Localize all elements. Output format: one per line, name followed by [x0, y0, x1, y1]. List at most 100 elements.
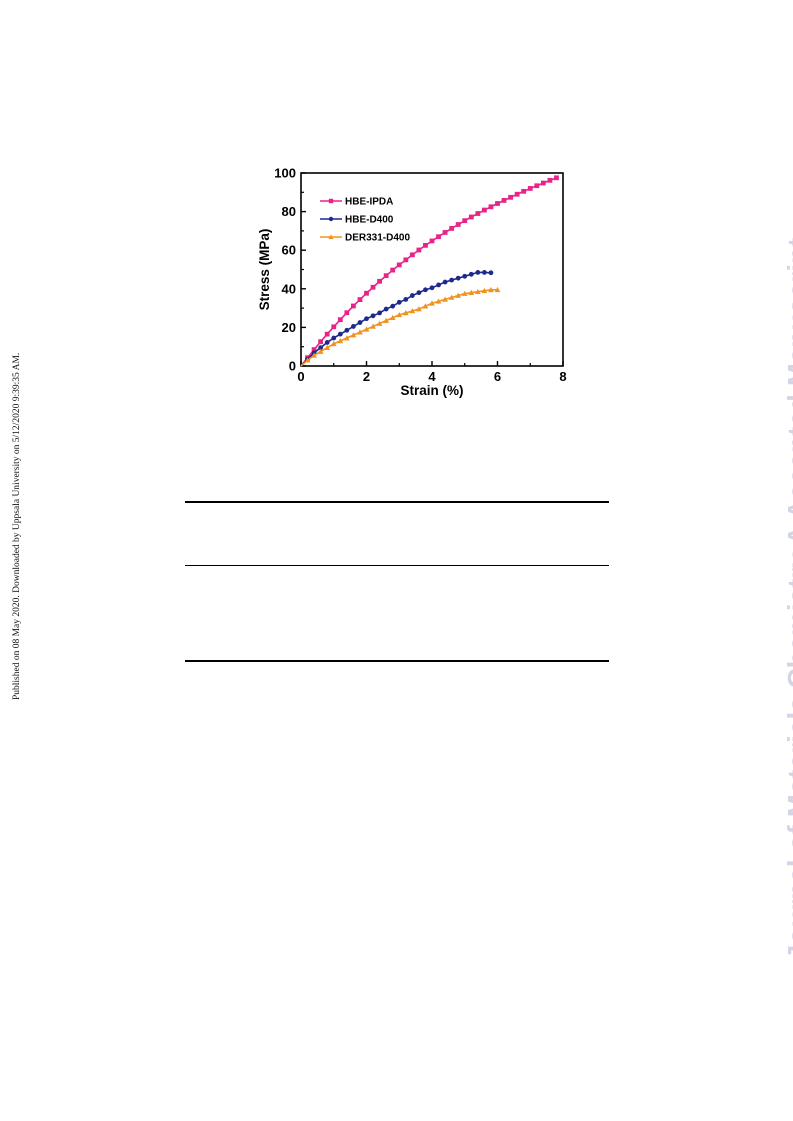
x-axis-title: Strain (%) — [400, 383, 463, 398]
x-tick-label: 0 — [297, 369, 304, 384]
data-point-0 — [488, 204, 494, 210]
data-point-0 — [547, 177, 553, 183]
data-point-2 — [448, 294, 455, 300]
data-point-0 — [383, 273, 389, 279]
data-point-2 — [389, 314, 396, 321]
data-point-2 — [357, 329, 363, 335]
data-point-0 — [416, 247, 422, 253]
series-line-1 — [300, 271, 491, 367]
data-point-1 — [337, 331, 343, 337]
data-point-0 — [514, 191, 520, 197]
data-point-0 — [344, 310, 350, 316]
data-point-2 — [488, 286, 494, 293]
data-point-1 — [370, 313, 376, 319]
data-point-2 — [370, 323, 376, 329]
x-tick-label: 6 — [494, 369, 501, 384]
table-top-rule — [185, 501, 609, 503]
data-point-2 — [337, 338, 344, 344]
data-point-0 — [475, 211, 481, 216]
data-point-2 — [474, 288, 481, 294]
data-point-1 — [475, 269, 481, 275]
y-tick-label: 20 — [282, 320, 296, 335]
data-point-0 — [429, 238, 435, 244]
plot-frame — [300, 172, 564, 367]
data-point-0 — [377, 278, 382, 284]
data-point-2 — [481, 287, 488, 294]
x-tick-label: 4 — [428, 369, 436, 384]
data-point-1 — [416, 290, 422, 296]
data-point-0 — [482, 207, 487, 213]
data-point-2 — [383, 317, 390, 323]
data-point-0 — [521, 188, 527, 194]
data-point-1 — [377, 310, 382, 316]
data-point-0 — [534, 183, 540, 189]
data-point-2 — [330, 340, 337, 347]
data-point-1 — [442, 279, 448, 285]
data-point-2 — [422, 303, 429, 309]
journal-watermark: Journal of Materials Chemistry A Accepte… — [782, 237, 793, 960]
data-point-1 — [364, 316, 369, 322]
data-point-2 — [442, 296, 448, 302]
data-point-0 — [508, 194, 513, 200]
data-point-2 — [304, 357, 311, 363]
legend-marker-0 — [328, 198, 334, 204]
y-tick-label: 0 — [289, 359, 296, 374]
data-point-1 — [468, 271, 474, 277]
y-tick-label: 60 — [282, 243, 296, 258]
data-point-0 — [318, 339, 324, 345]
data-point-2 — [317, 348, 324, 354]
data-point-1 — [318, 345, 324, 351]
data-point-0 — [337, 317, 343, 323]
data-point-0 — [403, 257, 409, 263]
y-tick-label: 40 — [282, 281, 296, 296]
data-point-0 — [527, 186, 533, 191]
data-point-0 — [331, 324, 337, 330]
data-point-2 — [461, 290, 468, 296]
data-point-0 — [396, 262, 402, 268]
data-point-2 — [376, 320, 383, 326]
download-notice: Published on 08 May 2020. Downloaded by … — [12, 352, 22, 700]
data-point-1 — [429, 285, 435, 291]
data-point-2 — [416, 306, 422, 312]
data-point-0 — [436, 234, 441, 240]
data-point-1 — [383, 306, 389, 312]
data-point-1 — [344, 327, 350, 333]
data-point-2 — [402, 310, 409, 316]
x-tick-label: 2 — [363, 369, 370, 384]
data-point-2 — [468, 289, 475, 295]
table-mid-rule — [185, 565, 609, 566]
data-point-0 — [324, 331, 330, 337]
legend-label-0: HBE-IPDA — [345, 197, 393, 208]
data-point-0 — [357, 297, 363, 303]
data-point-0 — [554, 175, 559, 181]
y-tick-label: 100 — [274, 166, 296, 181]
data-point-1 — [482, 269, 487, 275]
data-point-0 — [423, 242, 428, 248]
data-point-0 — [409, 252, 415, 258]
data-point-2 — [324, 344, 331, 350]
data-point-1 — [357, 320, 363, 325]
data-point-2 — [311, 352, 317, 358]
data-point-2 — [350, 332, 357, 338]
data-point-0 — [311, 347, 317, 352]
data-point-1 — [488, 270, 494, 276]
data-point-2 — [494, 286, 501, 293]
y-tick-label: 80 — [282, 204, 296, 219]
table-bottom-rule — [185, 660, 609, 662]
data-point-2 — [429, 300, 435, 306]
data-point-1 — [462, 273, 468, 279]
data-point-1 — [331, 335, 337, 341]
data-point-2 — [435, 298, 442, 304]
legend-label-2: DER331-D400 — [345, 233, 410, 244]
legend-label-1: HBE-D400 — [345, 215, 394, 226]
data-point-1 — [409, 293, 415, 298]
legend-marker-2 — [328, 234, 334, 240]
data-point-0 — [455, 222, 461, 227]
data-point-1 — [403, 297, 409, 302]
x-tick-label: 8 — [559, 369, 566, 384]
data-point-2 — [455, 292, 462, 298]
data-point-0 — [501, 198, 507, 203]
data-point-0 — [364, 290, 369, 296]
data-point-2 — [363, 326, 370, 332]
data-point-1 — [351, 324, 356, 329]
